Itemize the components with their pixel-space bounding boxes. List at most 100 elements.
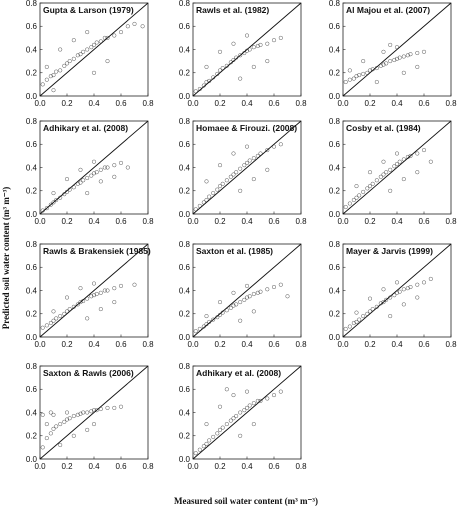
data-point [211,317,216,322]
data-point [224,308,229,313]
data-point [245,283,249,288]
data-point [351,321,356,325]
data-point [251,45,256,50]
one-to-one-line [39,243,149,338]
data-points [40,159,130,213]
data-point [265,396,270,401]
y-tick-label: 0.6 [179,140,191,149]
x-tick-label: 0.4 [241,99,253,108]
y-tick-label: 0.4 [26,163,38,172]
x-tick-label: 0.4 [241,340,253,349]
data-point [251,177,256,182]
data-point [231,416,236,421]
data-point [422,49,426,54]
data-point [218,300,222,305]
y-tick-label: 0.0 [329,333,341,342]
data-point [204,422,209,427]
y-tick-label: 0.8 [179,117,191,126]
data-point [395,151,399,156]
data-point [415,64,420,69]
y-tick-label: 0.2 [179,432,191,441]
data-point [67,59,72,64]
x-tick-label: 0.0 [187,462,199,471]
data-point [228,305,233,310]
data-point [125,24,130,29]
data-point [51,88,56,93]
data-point [251,422,256,427]
data-point [40,445,45,450]
data-point [65,61,69,66]
x-tick-label: 0.6 [268,217,280,226]
x-tick-label: 0.8 [142,217,154,226]
data-point [238,76,243,81]
data-point [94,292,99,296]
data-point [132,21,137,26]
data-point [94,40,99,45]
x-tick-label: 0.6 [418,99,430,108]
y-tick-label: 0.4 [26,45,38,54]
data-point [381,49,386,54]
x-axis-label: Measured soil water content (m³ m⁻³) [174,496,318,506]
data-point [228,418,233,423]
data-point [405,286,410,291]
panel-title: Mayer & Jarvis (1999) [346,246,433,256]
data-point [238,188,243,193]
data-point [258,289,263,294]
x-tick-label: 0.2 [214,340,226,349]
data-point [51,200,56,205]
data-point [92,171,96,176]
data-point [98,167,103,172]
data-point [85,410,90,415]
y-tick-label: 0.6 [179,263,191,272]
data-point [71,185,76,190]
data-point [102,288,107,293]
data-point [51,309,56,314]
data-point [422,280,426,285]
data-point [71,38,76,43]
y-tick-label: 0.2 [329,69,341,78]
y-tick-label: 0.8 [179,0,191,8]
x-tick-label: 0.2 [364,217,376,226]
data-point [361,71,366,76]
data-point [193,329,198,334]
scatter-panel-2: 0.0 0.2 0.4 0.6 0.8 0.0 0.2 0.4 0.6 0.8 Rawls et a… [179,0,307,108]
y-tick-label: 0.6 [329,263,341,272]
data-point [224,178,229,183]
data-point [218,49,222,54]
scatter-panel-10: 0.0 0.2 0.4 0.6 0.8 0.0 0.2 0.4 0.6 0.8 Saxton & R… [26,362,154,471]
data-point [347,68,352,73]
y-tick-label: 0.6 [329,22,341,31]
data-point [258,42,263,47]
data-point [347,324,352,329]
x-tick-label: 0.8 [142,340,154,349]
data-point [207,194,212,199]
data-point [238,433,243,438]
y-tick-label: 0.4 [329,45,341,54]
data-point [247,294,252,299]
data-point [51,412,56,417]
data-point [401,302,406,307]
data-point [251,156,256,161]
x-tick-label: 0.0 [337,99,349,108]
x-tick-label: 0.4 [391,217,403,226]
scatter-panel-4: 0.0 0.2 0.4 0.6 0.8 0.0 0.2 0.4 0.6 0.8 Adhikary e… [26,117,154,226]
x-tick-label: 0.8 [295,340,307,349]
data-point [272,285,276,289]
data-point [112,286,117,291]
y-tick-label: 0.2 [26,187,38,196]
data-point [81,178,86,183]
y-tick-label: 0.8 [26,117,38,126]
data-point [58,68,63,73]
data-point [85,427,90,432]
data-point [218,163,222,168]
data-point [245,295,249,300]
data-point [105,59,110,64]
data-points [193,387,283,456]
data-point [71,414,76,418]
y-tick-label: 0.0 [179,92,191,101]
data-point [354,74,359,79]
data-point [92,159,96,164]
data-point [361,59,366,64]
data-point [78,167,83,172]
data-point [81,49,86,54]
